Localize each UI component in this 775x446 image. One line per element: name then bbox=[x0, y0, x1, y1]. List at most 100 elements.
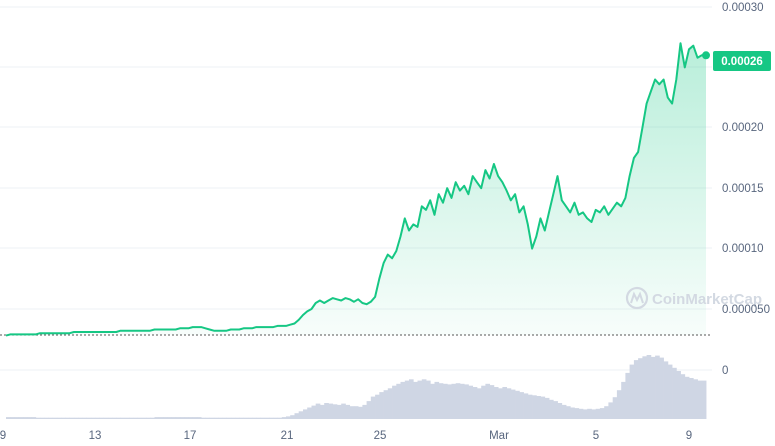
volume-bar bbox=[281, 417, 287, 419]
volume-bar bbox=[426, 380, 431, 419]
volume-bar bbox=[413, 381, 418, 419]
volume-bar bbox=[264, 417, 270, 419]
volume-bar bbox=[689, 378, 694, 419]
volume-bar bbox=[56, 417, 62, 419]
volume-bar bbox=[578, 408, 584, 419]
volume-bar bbox=[124, 417, 130, 419]
volume-bar bbox=[557, 403, 563, 419]
volume-bar bbox=[6, 417, 11, 419]
volume-bar bbox=[73, 417, 79, 419]
volume-bar bbox=[515, 390, 520, 419]
volume-bar bbox=[328, 403, 334, 419]
y-tick-label: 0.00020 bbox=[722, 122, 764, 134]
volume-bar bbox=[392, 385, 397, 419]
volume-bar bbox=[141, 417, 147, 419]
volume-bar bbox=[430, 383, 435, 419]
volume-bar bbox=[163, 417, 168, 419]
volume-bar bbox=[171, 417, 177, 419]
volume-bar bbox=[247, 417, 253, 419]
volume-bar bbox=[69, 417, 75, 419]
volume-bar bbox=[485, 383, 491, 419]
volume-bar bbox=[61, 417, 66, 419]
volume-bar bbox=[175, 417, 181, 419]
volume-bar bbox=[472, 387, 478, 419]
volume-bar bbox=[184, 417, 189, 419]
volume-bar bbox=[44, 417, 49, 419]
volume-bars bbox=[6, 355, 707, 419]
volume-bar bbox=[370, 396, 376, 419]
volume-bar bbox=[107, 417, 113, 419]
x-tick-label: 17 bbox=[184, 430, 197, 442]
volume-bar bbox=[638, 358, 643, 419]
volume-bar bbox=[650, 356, 656, 419]
volume-bar bbox=[587, 408, 592, 419]
volume-bar bbox=[235, 417, 240, 419]
volume-bar bbox=[256, 417, 261, 419]
watermark-text: CoinMarketCap bbox=[652, 291, 762, 308]
volume-bar bbox=[362, 404, 368, 419]
volume-bar bbox=[502, 387, 508, 419]
volume-bar bbox=[599, 408, 605, 419]
volume-bar bbox=[35, 417, 41, 419]
volume-bar bbox=[196, 417, 202, 419]
volume-bar bbox=[286, 416, 291, 419]
volume-bar bbox=[324, 403, 329, 419]
volume-bar bbox=[375, 394, 380, 419]
price-area bbox=[6, 43, 706, 336]
volume-bar bbox=[116, 417, 121, 419]
volume-bar bbox=[226, 417, 232, 419]
volume-bar bbox=[570, 407, 575, 419]
volume-bar bbox=[205, 417, 211, 419]
volume-bar bbox=[52, 417, 58, 419]
volume-bar bbox=[447, 384, 452, 419]
x-tick-label: 5 bbox=[593, 430, 599, 442]
volume-bar bbox=[443, 383, 448, 419]
volume-bar bbox=[536, 396, 541, 419]
volume-bar bbox=[27, 417, 32, 419]
volume-bar bbox=[298, 411, 304, 419]
volume-bar bbox=[642, 356, 648, 419]
volume-bar bbox=[455, 383, 461, 419]
x-axis-ticks: 9 13 17 21 25 Mar 5 9 bbox=[0, 430, 692, 442]
y-axis-ticks: 0.000300.000250.000200.000150.000100.000… bbox=[722, 2, 770, 316]
volume-bar bbox=[451, 383, 457, 419]
volume-bar bbox=[252, 417, 257, 419]
volume-bar bbox=[672, 367, 677, 419]
volume-bar bbox=[566, 406, 571, 419]
volume-bar bbox=[137, 417, 143, 419]
x-tick-label: Mar bbox=[489, 430, 509, 442]
volume-bar bbox=[684, 376, 690, 419]
volume-bar bbox=[493, 387, 499, 419]
volume-bar bbox=[336, 404, 342, 419]
volume-bar bbox=[608, 402, 614, 419]
volume-bar bbox=[307, 407, 312, 419]
volume-bar bbox=[95, 417, 100, 419]
volume-bar bbox=[82, 417, 88, 419]
volume-bar bbox=[243, 417, 249, 419]
volume-bar bbox=[154, 417, 160, 419]
y-tick-label: 0.00015 bbox=[722, 183, 764, 195]
x-tick-label: 21 bbox=[281, 430, 294, 442]
volume-bar bbox=[167, 417, 172, 419]
volume-bar bbox=[459, 383, 465, 419]
volume-bar bbox=[31, 417, 37, 419]
volume-bar bbox=[519, 392, 524, 419]
volume-bar bbox=[65, 417, 71, 419]
last-price-dot bbox=[702, 51, 710, 60]
volume-bar bbox=[387, 388, 393, 419]
volume-bar bbox=[693, 379, 698, 419]
volume-bar bbox=[273, 417, 278, 419]
volume-bar bbox=[129, 417, 134, 419]
volume-bar bbox=[14, 417, 20, 419]
volume-bar bbox=[239, 417, 244, 419]
volume-bar bbox=[532, 395, 537, 419]
volume-bar bbox=[616, 390, 622, 419]
coinmarketcap-logo-icon bbox=[625, 286, 649, 310]
volume-bar bbox=[612, 397, 618, 419]
volume-bar bbox=[506, 388, 512, 419]
volume-bar bbox=[303, 409, 308, 419]
volume-bar bbox=[438, 383, 444, 419]
volume-bar bbox=[583, 409, 588, 419]
volume-bar bbox=[468, 385, 474, 419]
